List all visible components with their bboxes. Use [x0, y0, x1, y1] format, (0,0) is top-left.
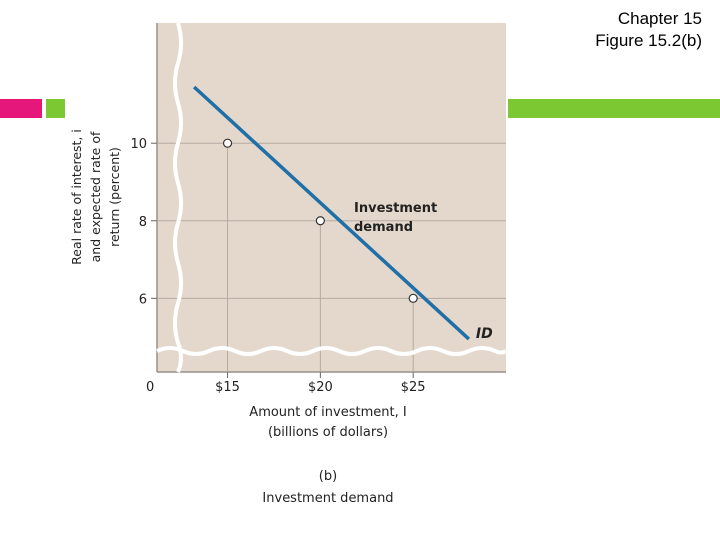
x-tick-label: $25 — [401, 380, 426, 395]
green-accent-bar — [508, 99, 720, 118]
figure-label: Figure 15.2(b) — [595, 31, 702, 50]
x-tick-label: $20 — [308, 380, 333, 395]
y-tick-label: 8 — [139, 215, 147, 230]
y-tick-label: 10 — [130, 137, 147, 152]
y-axis-break-wave — [173, 22, 183, 373]
y-axis-label-line-1: Real rate of interest, i — [69, 129, 84, 265]
origin-label: 0 — [146, 380, 154, 395]
y-tick-label: 6 — [139, 292, 147, 307]
x-axis-units: (billions of dollars) — [268, 425, 388, 440]
x-tick-label: $15 — [215, 380, 240, 395]
plot-area — [157, 23, 506, 372]
y-axis-label-line-3: return (percent) — [107, 147, 122, 247]
series-label-id: ID — [476, 326, 493, 342]
x-axis-label: Amount of investment, I — [249, 405, 406, 420]
pink-accent-bar — [0, 99, 42, 118]
chart-caption: Investment demand — [262, 491, 393, 506]
annotation-line-2: demand — [354, 220, 413, 235]
x-axis-break-wave — [156, 346, 508, 356]
chapter-label: Chapter 15 — [617, 9, 702, 28]
panel-label: (b) — [319, 469, 337, 484]
data-point-marker — [222, 138, 233, 148]
slide-header: Chapter 15 Figure 15.2(b) — [595, 8, 702, 52]
investment-demand-line — [192, 85, 471, 341]
green-accent-square — [46, 99, 65, 118]
y-axis-label-line-2: and expected rate of — [88, 131, 103, 262]
annotation-line-1: Investment — [354, 201, 437, 216]
data-point-marker — [315, 216, 325, 226]
data-point-marker — [408, 293, 418, 303]
